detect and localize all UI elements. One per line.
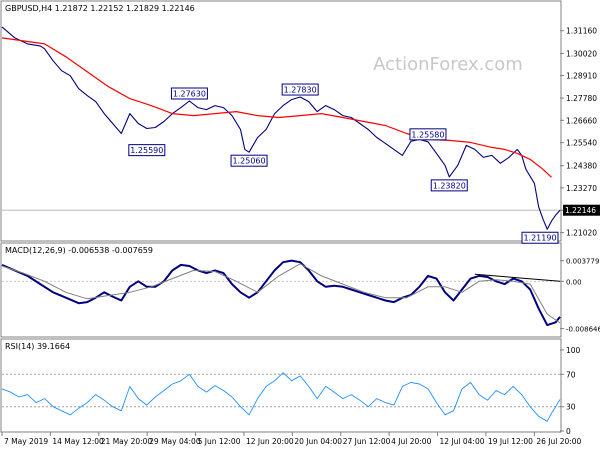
price-lines [1, 26, 561, 230]
rsi-y-tick-label: 0 [566, 427, 571, 436]
x-tick-label: 12 Jul 04:00 [440, 437, 485, 446]
rsi-panel-header: RSI(14) 39.1664 [5, 342, 70, 351]
x-tick-label: 27 Jun 12:00 [343, 437, 391, 446]
price-axis: 1.31160 1.30020 1.28910 1.27780 1.26660 1.255… [2, 27, 600, 238]
x-tick-label: 14 May 12:00 [52, 437, 104, 446]
rsi-y-tick-label: 70 [566, 370, 576, 379]
price-y-tick-label: 1.28910 [566, 72, 597, 81]
price-level-label: 1.21190 [523, 234, 556, 243]
rsi-panel-frame [0, 338, 562, 433]
price-level-box [430, 179, 468, 192]
price-level-label: 1.23820 [433, 181, 466, 190]
price-level-label: 1.27630 [173, 90, 206, 99]
macd-line [1, 259, 561, 327]
price-level-label: 1.25060 [233, 157, 266, 166]
macd-lines [1, 259, 561, 327]
price-level-label: 1.25590 [130, 146, 163, 155]
macd-y-tick-label: 0.00 [566, 278, 582, 286]
macd-y-tick-label: 0.003779 [566, 258, 599, 266]
price-level-box [128, 144, 166, 157]
price-level-box [521, 231, 559, 244]
x-tick-label: 21 May 20:00 [101, 437, 153, 446]
rsi-line [1, 372, 561, 422]
x-tick-label: 4 Jul 20:00 [391, 437, 431, 446]
x-tick-label: 12 Jun 20:00 [246, 437, 294, 446]
price-level-box [409, 128, 447, 141]
price-y-tick-label: 1.24380 [566, 162, 597, 171]
x-tick-label: 19 Jul 12:00 [488, 437, 533, 446]
watermark: ActionForex.com [373, 54, 523, 75]
macd-trendline [474, 273, 561, 282]
rsi-y-tick-label: 30 [566, 403, 576, 412]
x-tick-label: 29 May 04:00 [149, 437, 201, 446]
x-tick-label: 20 Jun 04:00 [294, 437, 342, 446]
price-y-tick-label: 1.30020 [566, 49, 597, 58]
current-price-label: 1.22146 [565, 206, 596, 215]
price-panel-header: GBPUSD,H4 1.21872 1.22152 1.21829 1.2214… [5, 4, 195, 13]
current-price-box [563, 204, 600, 216]
price-level-label: 1.27830 [284, 86, 317, 95]
price-y-tick-label: 1.25540 [566, 139, 597, 148]
price-y-tick-label: 1.23270 [566, 184, 597, 193]
macd-signal-line [1, 263, 561, 324]
price-y-tick-label: 1.21020 [566, 229, 597, 238]
price-series-line [1, 26, 561, 230]
price-level-box [170, 87, 208, 100]
price-y-tick-label: 1.26660 [566, 116, 597, 125]
macd-axis: 0.003779 0.00 -0.008646 [2, 258, 600, 334]
price-level-label: 1.25580 [411, 130, 444, 139]
x-tick-label: 5 Jun 12:00 [198, 437, 241, 446]
price-panel-frame [0, 0, 562, 242]
rsi-y-tick-label: 100 [566, 346, 581, 355]
x-tick-label: 26 Jul 20:00 [536, 437, 581, 446]
price-level-box [281, 83, 319, 96]
moving-average-line [1, 37, 552, 178]
price-y-tick-label: 1.27780 [566, 94, 597, 103]
rsi-lines [1, 372, 561, 422]
price-level-box [230, 154, 268, 167]
x-tick-label: 7 May 2019 [4, 437, 48, 446]
price-annotations: 1.27630 1.27830 1.25590 1.25060 1.25580 1.238… [128, 83, 559, 244]
macd-y-tick-label: -0.008646 [566, 326, 600, 334]
price-y-tick-label: 1.31160 [566, 27, 597, 36]
macd-panel-frame [0, 242, 562, 338]
macd-panel-header: MACD(12,26,9) -0.006538 -0.007659 [5, 246, 153, 255]
rsi-axis: 100 70 30 0 [2, 346, 581, 436]
